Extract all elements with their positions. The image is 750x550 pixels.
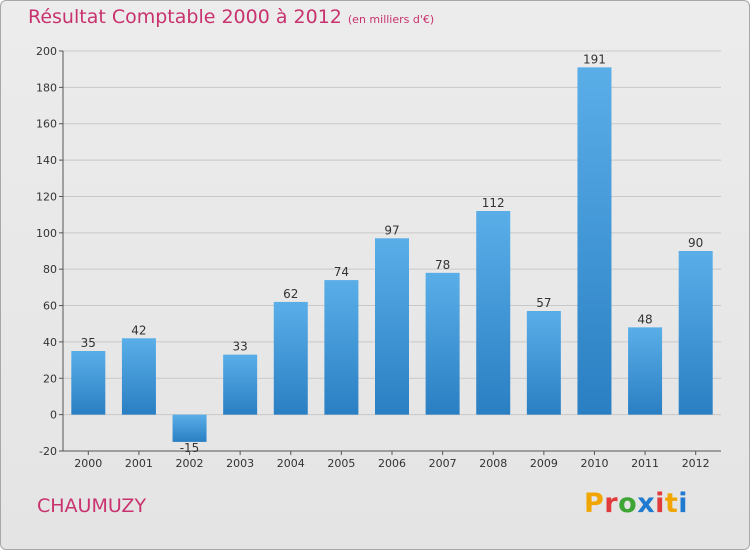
x-tick-label: 2006 [378,457,406,470]
x-tick-label: 2005 [327,457,355,470]
logo-letter: x [637,488,656,519]
data-label: 33 [233,340,248,354]
data-label: -15 [180,441,200,455]
y-tick-label: 20 [43,372,57,385]
data-label: 191 [583,52,606,66]
logo-letter: i [678,488,689,519]
bar [628,327,663,415]
bar [324,280,359,415]
y-tick-label: 160 [36,118,57,131]
bar [476,211,511,415]
y-tick-label: 40 [43,336,57,349]
chart-subtitle: (en milliers d'€) [347,13,435,26]
data-label: 97 [384,223,399,237]
x-tick-label: 2004 [277,457,305,470]
proxiti-logo: Proxiti [584,488,688,519]
bar [273,301,308,415]
data-label: 78 [435,258,450,272]
chart-title-line: Résultat Comptable 2000 à 2012 (en millie… [28,6,434,28]
logo-letter: P [584,488,605,519]
y-tick-label: 140 [36,154,57,167]
y-tick-label: -20 [39,445,57,458]
data-label: 112 [482,196,505,210]
data-label: 62 [283,287,298,301]
logo-letter: r [604,488,619,519]
bar [223,354,258,415]
bar [577,67,612,415]
x-tick-label: 2003 [226,457,254,470]
data-label: 42 [131,323,146,337]
chart-title: Résultat Comptable 2000 à 2012 [28,6,342,28]
data-label: 48 [637,312,652,326]
logo-letter: i [655,488,665,519]
x-tick-label: 2010 [580,457,608,470]
bar [526,311,561,415]
x-tick-label: 2002 [176,457,204,470]
data-label: 74 [334,265,349,279]
x-tick-label: 2012 [682,457,710,470]
logo-letter: o [618,488,638,519]
x-tick-label: 2009 [530,457,558,470]
data-label: 90 [688,236,703,250]
y-tick-label: 100 [36,227,57,240]
data-label: 57 [536,296,551,310]
x-tick-label: 2007 [429,457,457,470]
x-tick-label: 2011 [631,457,659,470]
bar [121,338,156,415]
y-tick-label: 60 [43,300,57,313]
logo-letter: t [664,488,679,519]
bar [425,272,460,415]
y-tick-label: 0 [50,409,57,422]
data-label: 35 [81,336,96,350]
y-tick-label: 200 [36,45,57,58]
x-tick-label: 2008 [479,457,507,470]
bar [71,351,106,415]
y-tick-label: 80 [43,263,57,276]
bar [678,251,713,415]
y-tick-label: 120 [36,190,57,203]
x-tick-label: 2000 [74,457,102,470]
commune-name: CHAUMUZY [37,495,147,517]
x-tick-label: 2001 [125,457,153,470]
bar [375,238,409,415]
bar [172,414,207,442]
y-tick-label: 180 [36,81,57,94]
